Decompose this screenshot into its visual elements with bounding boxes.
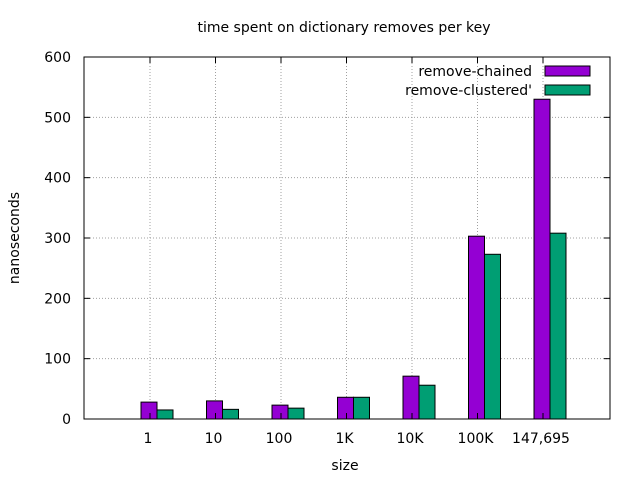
- y-tick-label: 400: [44, 171, 71, 187]
- grid-lines: [84, 57, 610, 419]
- bar-remove-chained: [206, 400, 223, 420]
- bar-remove-chained: [468, 235, 485, 420]
- y-tick-label: 200: [44, 291, 71, 307]
- y-tick-label: 100: [44, 352, 71, 368]
- x-tick-label: 1: [144, 431, 153, 447]
- y-axis-label: nanoseconds: [7, 192, 23, 284]
- x-tick-label: 100K: [458, 431, 495, 447]
- bar-remove-clustered: [287, 407, 305, 420]
- bar-remove-chained: [533, 98, 551, 420]
- bars: [140, 98, 567, 420]
- legend-label: remove-chained: [418, 64, 532, 80]
- x-axis: 1 10 100 1K 10K 100K 147,695: [144, 57, 570, 447]
- legend-label: remove-clustered': [405, 83, 532, 99]
- y-tick-label: 0: [62, 412, 71, 428]
- bar-remove-chained: [140, 401, 158, 420]
- bar-remove-chained: [402, 375, 420, 420]
- x-tick-label: 100: [266, 431, 293, 447]
- x-tick-label: 10: [205, 431, 223, 447]
- bar-remove-chained: [337, 396, 354, 420]
- y-tick-label: 300: [44, 231, 71, 247]
- x-tick-label: 10K: [397, 431, 425, 447]
- x-axis-label: size: [331, 458, 358, 474]
- x-tick-label: 1K: [335, 431, 354, 447]
- y-tick-label: 600: [44, 50, 71, 66]
- y-tick-label: 500: [44, 110, 71, 126]
- bar-remove-clustered: [549, 232, 567, 420]
- y-axis: 0 100 200 300 400 500 600: [44, 50, 610, 428]
- bar-remove-clustered: [156, 409, 174, 420]
- chart-title: time spent on dictionary removes per key: [197, 20, 490, 36]
- bar-remove-clustered: [222, 408, 239, 420]
- bar-remove-clustered: [418, 384, 436, 420]
- legend-swatch: [544, 84, 591, 96]
- legend: remove-chained remove-clustered': [405, 64, 591, 99]
- x-tick-label: 147,695: [512, 431, 570, 447]
- bar-remove-clustered: [484, 253, 501, 420]
- bar-remove-chained: [271, 404, 289, 420]
- bar-remove-clustered: [353, 396, 370, 420]
- legend-swatch: [544, 65, 591, 77]
